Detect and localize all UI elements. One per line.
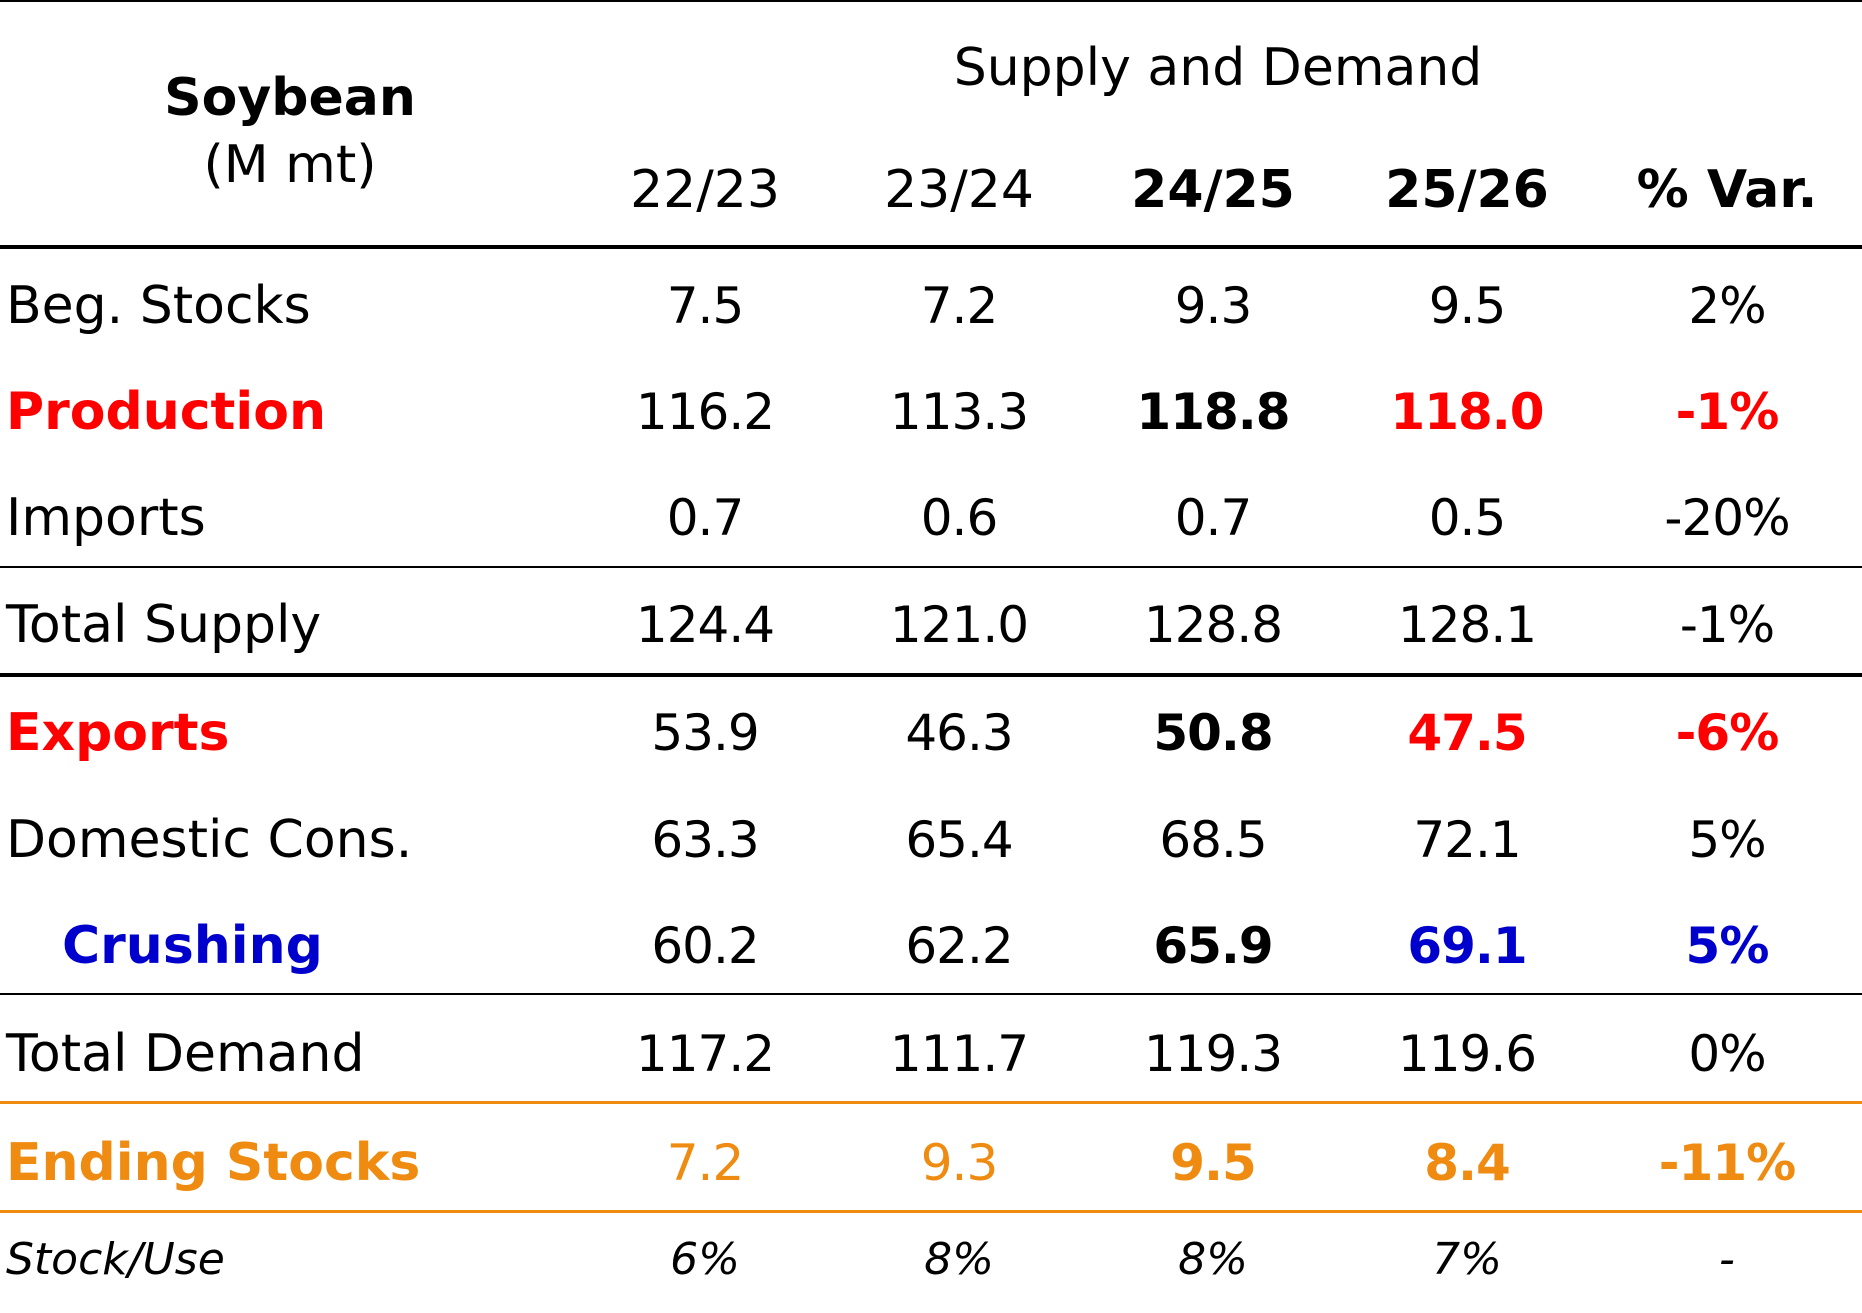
table-cell: 8.4 bbox=[1424, 1134, 1511, 1192]
column-header-pct-var: % Var. bbox=[1636, 160, 1818, 220]
row-label-beg-stocks: Beg. Stocks bbox=[6, 276, 311, 336]
table-cell: 72.1 bbox=[1413, 811, 1521, 869]
column-group-label: Supply and Demand bbox=[953, 38, 1483, 98]
row-label-crushing: Crushing bbox=[62, 916, 323, 976]
table-cell: 5% bbox=[1688, 811, 1766, 869]
table-cell: 0.6 bbox=[920, 489, 999, 547]
column-header-23-24: 23/24 bbox=[884, 160, 1034, 220]
table-cell: 111.7 bbox=[889, 1025, 1029, 1083]
table-cell: 8% bbox=[1178, 1234, 1248, 1285]
table-cell: 119.3 bbox=[1143, 1025, 1283, 1083]
column-header-22-23: 22/23 bbox=[630, 160, 780, 220]
table-cell: 0.7 bbox=[1174, 489, 1253, 547]
table-cell: 117.2 bbox=[635, 1025, 775, 1083]
table-cell: 7.2 bbox=[666, 1134, 745, 1192]
table-cell: 9.5 bbox=[1170, 1134, 1257, 1192]
table-cell: -11% bbox=[1658, 1134, 1796, 1192]
table-cell: 0.7 bbox=[666, 489, 745, 547]
table-cell: 118.8 bbox=[1136, 383, 1290, 441]
header-divider bbox=[0, 245, 1862, 249]
table-cell: 7.2 bbox=[920, 277, 999, 335]
table-cell: 2% bbox=[1688, 277, 1766, 335]
table-cell: 46.3 bbox=[905, 704, 1013, 762]
table-cell: 47.5 bbox=[1407, 704, 1527, 762]
table-cell: 65.4 bbox=[905, 811, 1013, 869]
table-cell: 0% bbox=[1688, 1025, 1766, 1083]
table-cell: 113.3 bbox=[889, 383, 1029, 441]
demand-divider bbox=[0, 673, 1862, 677]
table-cell: 121.0 bbox=[889, 596, 1029, 654]
table-cell: 60.2 bbox=[651, 917, 759, 975]
crushing-divider bbox=[0, 993, 1862, 995]
table-cell: 65.9 bbox=[1153, 917, 1273, 975]
table-cell: 124.4 bbox=[635, 596, 775, 654]
ending-top-divider bbox=[0, 1101, 1862, 1104]
table-cell: 9.3 bbox=[920, 1134, 999, 1192]
table-cell: 6% bbox=[670, 1234, 740, 1285]
table-cell: -6% bbox=[1675, 704, 1780, 762]
row-label-imports: Imports bbox=[6, 488, 206, 548]
ending-bottom-divider bbox=[0, 1210, 1862, 1213]
table-cell: 69.1 bbox=[1407, 917, 1527, 975]
column-header-24-25: 24/25 bbox=[1131, 160, 1295, 220]
table-cell: 8% bbox=[924, 1234, 994, 1285]
row-label-ending-stocks: Ending Stocks bbox=[6, 1133, 421, 1193]
table-cell: 128.1 bbox=[1397, 596, 1537, 654]
table-cell: 0.5 bbox=[1428, 489, 1507, 547]
table-cell: -20% bbox=[1664, 489, 1790, 547]
table-cell: 9.3 bbox=[1174, 277, 1253, 335]
row-label-total-demand: Total Demand bbox=[6, 1024, 365, 1084]
table-cell: 118.0 bbox=[1390, 383, 1544, 441]
table-cell: 7% bbox=[1432, 1234, 1502, 1285]
table-cell: 128.8 bbox=[1143, 596, 1283, 654]
supply-divider bbox=[0, 566, 1862, 568]
table-cell: 68.5 bbox=[1159, 811, 1267, 869]
table-cell: 7.5 bbox=[666, 277, 745, 335]
row-label-exports: Exports bbox=[6, 703, 230, 763]
row-label-stock-use: Stock/Use bbox=[6, 1234, 225, 1285]
table-cell: 63.3 bbox=[651, 811, 759, 869]
table-cell: 62.2 bbox=[905, 917, 1013, 975]
table-cell: 9.5 bbox=[1428, 277, 1507, 335]
row-label-production: Production bbox=[6, 382, 326, 442]
table-cell: 116.2 bbox=[635, 383, 775, 441]
table-cell: -1% bbox=[1679, 596, 1775, 654]
table-cell: - bbox=[1719, 1234, 1735, 1285]
table-cell: 50.8 bbox=[1153, 704, 1273, 762]
column-header-25-26: 25/26 bbox=[1385, 160, 1549, 220]
row-label-total-supply: Total Supply bbox=[6, 595, 322, 655]
table-cell: -1% bbox=[1675, 383, 1780, 441]
table-cell: 53.9 bbox=[651, 704, 759, 762]
table-cell: 5% bbox=[1685, 917, 1770, 975]
top-border bbox=[0, 0, 1862, 2]
table-cell: 119.6 bbox=[1397, 1025, 1537, 1083]
table-title: Soybean bbox=[164, 68, 416, 128]
row-label-domestic-cons: Domestic Cons. bbox=[6, 810, 413, 870]
table-unit: (M mt) bbox=[203, 135, 377, 195]
